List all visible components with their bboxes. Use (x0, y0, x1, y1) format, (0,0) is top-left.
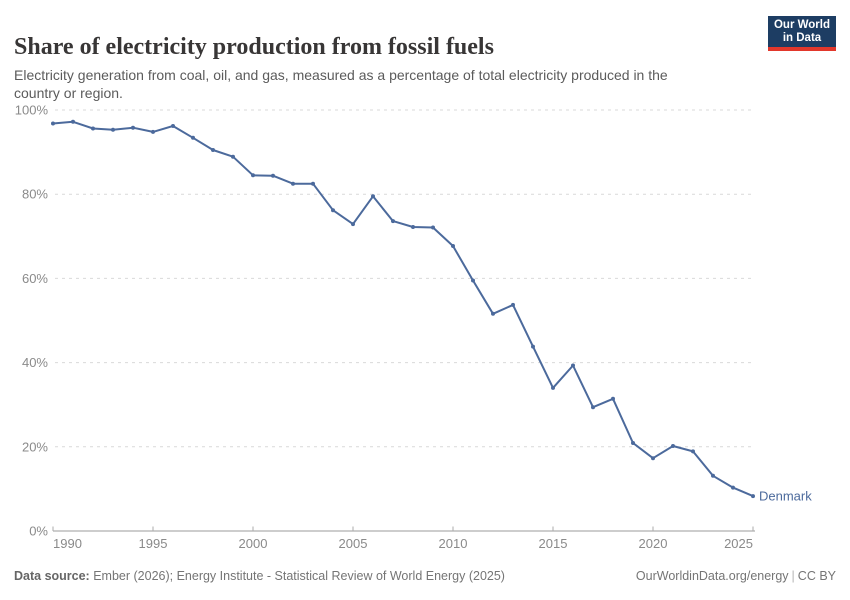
data-source-label: Data source: (14, 569, 90, 583)
x-tick-label: 2010 (439, 536, 468, 551)
owid-logo-line2: in Data (782, 31, 822, 44)
x-tick-label: 2025 (724, 536, 753, 551)
y-tick-label: 40% (22, 355, 48, 370)
data-point-2012[interactable] (491, 311, 495, 316)
data-point-1996[interactable] (171, 124, 175, 128)
data-point-2011[interactable] (471, 278, 475, 283)
data-point-2005[interactable] (351, 222, 355, 227)
y-tick-label: 20% (22, 439, 48, 454)
data-point-1990[interactable] (51, 121, 55, 126)
license-link[interactable]: CC BY (797, 569, 836, 583)
chart-subtitle: Electricity generation from coal, oil, a… (14, 67, 668, 101)
x-tick-label: 2000 (239, 536, 268, 551)
chart-footer: Data source: Ember (2026); Energy Instit… (14, 569, 836, 583)
data-point-2015[interactable] (551, 385, 555, 390)
data-point-2004[interactable] (331, 208, 335, 213)
data-point-2016[interactable] (571, 363, 575, 368)
y-tick-label: 60% (22, 271, 48, 286)
x-tick-label: 2005 (339, 536, 368, 551)
data-point-2024[interactable] (731, 485, 735, 490)
data-point-2008[interactable] (411, 225, 415, 229)
data-point-2000[interactable] (251, 173, 255, 178)
data-point-1997[interactable] (191, 135, 195, 140)
owid-logo-line1: Our World (773, 18, 830, 31)
x-tick-label: 2020 (639, 536, 668, 551)
data-point-2023[interactable] (711, 473, 715, 478)
x-tick-label: 1990 (53, 536, 82, 551)
data-source-text: Ember (2026); Energy Institute - Statist… (89, 569, 505, 583)
data-point-2013[interactable] (511, 302, 515, 307)
data-point-2010[interactable] (451, 244, 455, 248)
data-point-1993[interactable] (111, 127, 115, 132)
data-point-2017[interactable] (591, 405, 595, 410)
data-point-2019[interactable] (631, 441, 635, 445)
page-title: Share of electricity production from fos… (14, 34, 494, 61)
data-point-2018[interactable] (611, 396, 615, 401)
data-point-2003[interactable] (311, 181, 315, 186)
data-point-2021[interactable] (671, 444, 675, 448)
owid-logo[interactable]: Our World in Data (768, 16, 836, 51)
data-point-2001[interactable] (271, 173, 275, 178)
denmark-line[interactable] (52, 120, 754, 498)
data-point-1998[interactable] (211, 148, 215, 152)
data-point-1992[interactable] (91, 126, 95, 131)
owid-url-link[interactable]: OurWorldinData.org/energy (635, 569, 789, 583)
data-point-2022[interactable] (691, 449, 695, 454)
data-point-1999[interactable] (231, 154, 235, 159)
entity-label-denmark[interactable]: Denmark (759, 489, 812, 504)
footer-links: OurWorldinData.org/energy | CC BY (636, 569, 836, 583)
data-point-2002[interactable] (291, 181, 295, 186)
data-source-note: Data source: Ember (2026); Energy Instit… (14, 569, 505, 583)
data-point-2025[interactable] (751, 494, 755, 499)
data-point-1991[interactable] (71, 119, 75, 124)
y-tick-label: 80% (22, 187, 48, 202)
data-point-2006[interactable] (371, 194, 375, 199)
data-point-1994[interactable] (131, 125, 135, 130)
y-tick-label: 0% (29, 524, 48, 539)
data-point-2020[interactable] (651, 456, 655, 461)
x-tick-label: 1995 (139, 536, 168, 551)
y-tick-label: 100% (15, 103, 49, 118)
x-tick-label: 2015 (539, 536, 568, 551)
footer-separator: | (791, 569, 795, 583)
data-point-2007[interactable] (391, 219, 395, 224)
data-point-2009[interactable] (431, 225, 435, 230)
data-point-2014[interactable] (531, 344, 535, 349)
data-point-1995[interactable] (151, 129, 155, 134)
